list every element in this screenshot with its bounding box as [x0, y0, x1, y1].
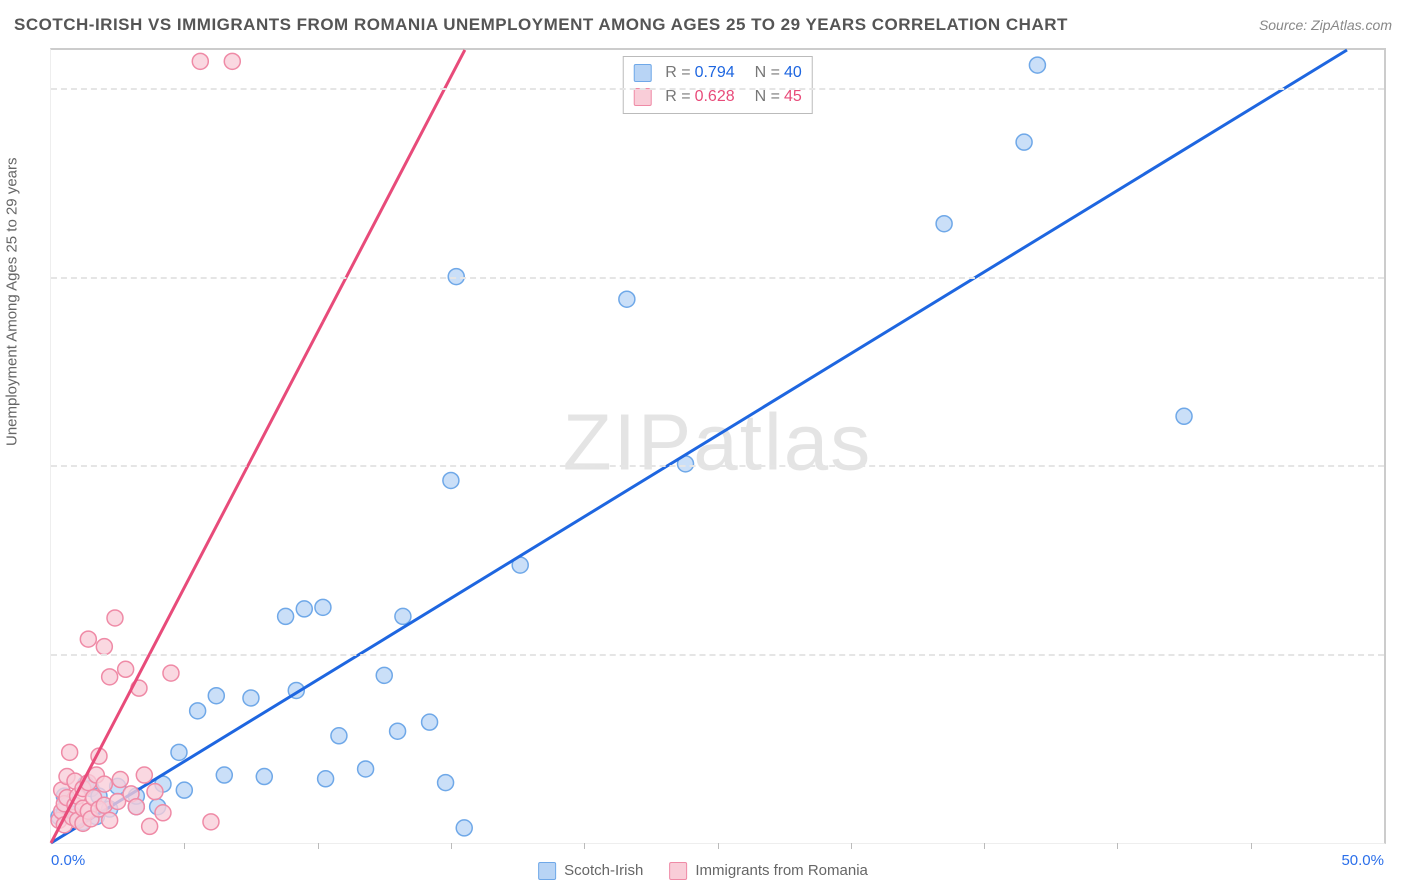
data-point [256, 769, 272, 785]
legend-item: Scotch-Irish [538, 862, 643, 880]
data-point [203, 814, 219, 830]
data-point [118, 661, 134, 677]
legend-r-label: R = [665, 88, 690, 105]
trend-line-dashed [323, 50, 465, 322]
data-point [147, 784, 163, 800]
data-point [136, 767, 152, 783]
data-point [128, 799, 144, 815]
x-tick-label: 0.0% [51, 852, 85, 869]
data-point [443, 472, 459, 488]
x-tick-mark [984, 843, 985, 849]
x-tick-label: 50.0% [1341, 852, 1384, 869]
x-tick-mark [851, 843, 852, 849]
legend-n-value: 45 [784, 88, 802, 105]
y-axis-label: Unemployment Among Ages 25 to 29 years [4, 157, 21, 446]
data-point [192, 53, 208, 69]
data-point [358, 761, 374, 777]
y-tick-label: 100.0% [1396, 79, 1406, 96]
legend-n-label: N = [755, 64, 780, 81]
series-legend: Scotch-Irish Immigrants from Romania [538, 862, 868, 880]
data-point [224, 53, 240, 69]
data-point [142, 818, 158, 834]
data-point [438, 775, 454, 791]
correlation-legend: R = 0.794 N =40 R = 0.628 N =45 [622, 56, 813, 114]
data-point [395, 608, 411, 624]
data-point [96, 776, 112, 792]
x-tick-mark [1251, 843, 1252, 849]
legend-n-value: 40 [784, 64, 802, 81]
trend-line [51, 50, 1347, 843]
legend-r-value: 0.794 [695, 64, 735, 81]
legend-swatch [633, 88, 651, 106]
data-point [243, 690, 259, 706]
data-point [1176, 408, 1192, 424]
data-point [390, 723, 406, 739]
data-point [163, 665, 179, 681]
data-point [1029, 57, 1045, 73]
x-tick-mark [1117, 843, 1118, 849]
gridline [51, 277, 1384, 279]
y-tick-label: 50.0% [1396, 457, 1406, 474]
data-point [619, 291, 635, 307]
data-point [112, 772, 128, 788]
gridline [51, 465, 1384, 467]
x-tick-mark [184, 843, 185, 849]
scatter-svg [51, 50, 1384, 843]
chart-title: SCOTCH-IRISH VS IMMIGRANTS FROM ROMANIA … [14, 15, 1068, 35]
y-tick-label: 75.0% [1396, 268, 1406, 285]
data-point [376, 667, 392, 683]
data-point [278, 608, 294, 624]
data-point [456, 820, 472, 836]
chart-source: Source: ZipAtlas.com [1259, 17, 1392, 33]
data-point [96, 639, 112, 655]
legend-swatch [538, 862, 556, 880]
plot-area: ZIPatlas R =0.794N =40R =0.628N =45 25.0… [50, 48, 1386, 844]
gridline [51, 654, 1384, 656]
data-point [62, 744, 78, 760]
x-tick-mark [451, 843, 452, 849]
data-point [318, 771, 334, 787]
y-tick-label: 25.0% [1396, 646, 1406, 663]
data-point [102, 812, 118, 828]
data-point [107, 610, 123, 626]
x-tick-mark [318, 843, 319, 849]
trend-line [51, 322, 323, 843]
legend-label: Scotch-Irish [564, 862, 643, 879]
legend-swatch [669, 862, 687, 880]
x-tick-mark [584, 843, 585, 849]
legend-r-label: R = [665, 64, 690, 81]
data-point [315, 599, 331, 615]
data-point [190, 703, 206, 719]
data-point [102, 669, 118, 685]
legend-item: Immigrants from Romania [669, 862, 868, 880]
data-point [1016, 134, 1032, 150]
data-point [208, 688, 224, 704]
legend-label: Immigrants from Romania [695, 862, 868, 879]
data-point [331, 728, 347, 744]
data-point [296, 601, 312, 617]
chart-header: SCOTCH-IRISH VS IMMIGRANTS FROM ROMANIA … [14, 10, 1392, 40]
data-point [936, 216, 952, 232]
data-point [216, 767, 232, 783]
gridline [51, 88, 1384, 90]
legend-swatch [633, 64, 651, 82]
data-point [171, 744, 187, 760]
x-tick-mark [718, 843, 719, 849]
data-point [176, 782, 192, 798]
data-point [80, 631, 96, 647]
legend-r-value: 0.628 [695, 88, 735, 105]
legend-row: R = 0.794 N =40 [633, 61, 802, 85]
legend-n-label: N = [755, 88, 780, 105]
data-point [155, 805, 171, 821]
data-point [422, 714, 438, 730]
